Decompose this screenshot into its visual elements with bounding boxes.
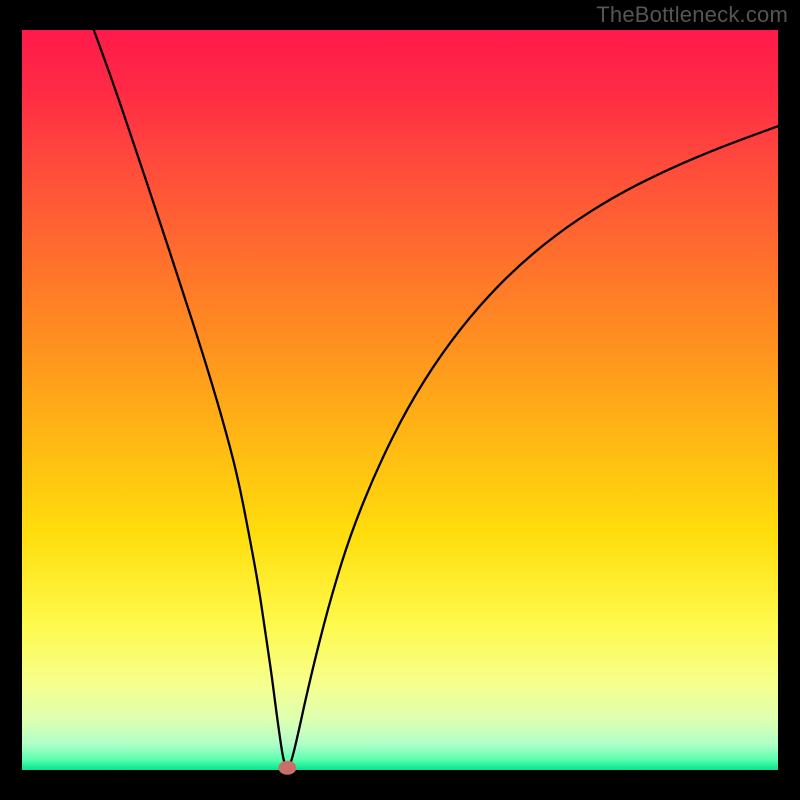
gradient-background <box>22 30 778 770</box>
watermark-text: TheBottleneck.com <box>596 2 788 28</box>
bottleneck-chart <box>0 0 800 800</box>
minimum-marker <box>278 761 296 775</box>
